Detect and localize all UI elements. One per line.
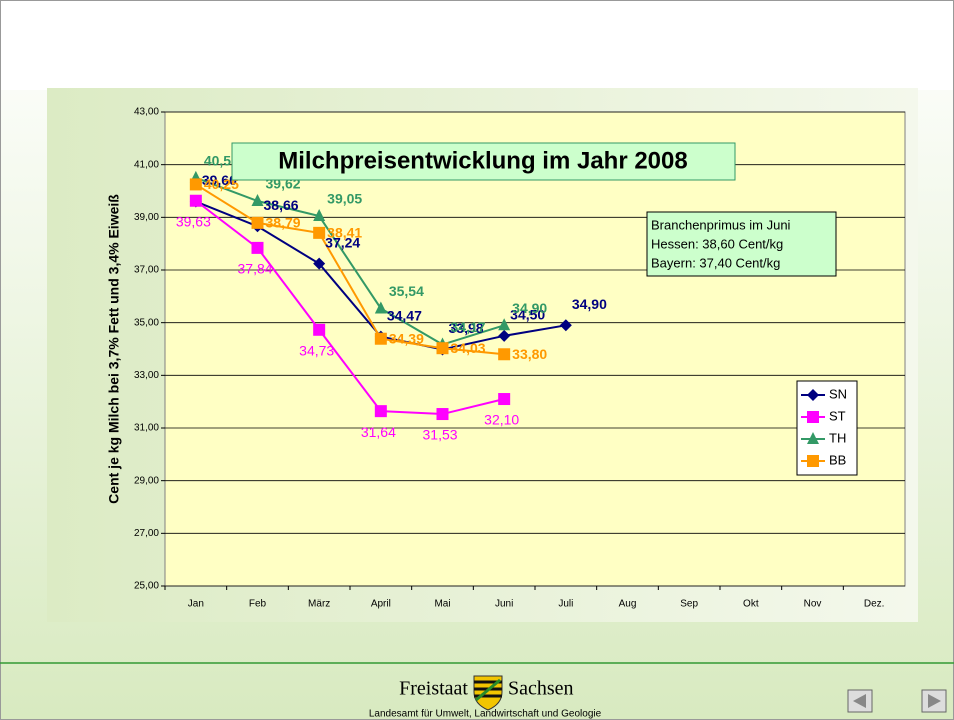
series-line xyxy=(195,176,505,346)
data-point xyxy=(251,216,264,229)
data-point xyxy=(374,301,387,314)
legend-marker xyxy=(807,389,819,401)
data-point xyxy=(313,209,326,222)
data-label: 34,73 xyxy=(299,342,334,358)
data-label: 37,84 xyxy=(238,261,273,277)
data-label: 34,03 xyxy=(451,340,486,356)
data-point xyxy=(436,342,449,355)
x-tick-label: Okt xyxy=(743,599,759,610)
y-tick-label: 41,00 xyxy=(134,159,159,170)
x-tick-label: April xyxy=(371,599,391,610)
y-tick-label: 37,00 xyxy=(134,265,159,276)
legend-label: BB xyxy=(829,452,846,467)
y-tick-label: 33,00 xyxy=(134,370,159,381)
footer-text: Sachsen xyxy=(508,678,574,700)
x-tick-label: Mai xyxy=(434,599,450,610)
legend-marker xyxy=(807,411,819,423)
data-label: 31,64 xyxy=(361,424,396,440)
data-point xyxy=(374,405,387,418)
legend-marker xyxy=(807,455,819,467)
data-label: 33,98 xyxy=(449,320,484,336)
data-point xyxy=(498,393,511,406)
data-point xyxy=(498,348,511,361)
slide-top xyxy=(0,0,954,90)
data-label: 34,90 xyxy=(572,296,607,312)
x-tick-label: März xyxy=(308,599,330,610)
x-tick-label: Juni xyxy=(495,599,513,610)
annotation-box xyxy=(646,211,837,277)
series-line xyxy=(195,199,505,416)
y-tick-label: 27,00 xyxy=(134,528,159,539)
data-label: 39,63 xyxy=(176,213,211,229)
x-tick-label: Juli xyxy=(558,599,573,610)
prev-button[interactable] xyxy=(847,689,873,713)
data-point xyxy=(251,194,264,207)
data-point xyxy=(313,323,326,336)
data-label: 33,80 xyxy=(512,346,547,362)
data-label: 39,60 xyxy=(202,172,237,188)
x-tick-label: Feb xyxy=(249,599,267,610)
chart-title: Milchpreisentwicklung im Jahr 2008 xyxy=(278,147,687,174)
data-point xyxy=(189,194,202,207)
data-label: 34,90 xyxy=(512,300,547,316)
title-box xyxy=(231,142,736,181)
y-tick-label: 25,00 xyxy=(134,581,159,592)
data-label: 32,10 xyxy=(484,412,519,428)
annotation: Bayern: 37,40 Cent/kg xyxy=(651,255,780,270)
legend-label: SN xyxy=(829,386,847,401)
x-tick-label: Aug xyxy=(619,599,637,610)
crest xyxy=(473,675,503,711)
data-label: 38,79 xyxy=(266,215,301,231)
data-label: 40,50 xyxy=(204,153,239,169)
next-button[interactable] xyxy=(921,689,947,713)
annotation: Hessen: 38,60 Cent/kg xyxy=(651,236,783,251)
legend-marker xyxy=(807,432,819,444)
y-tick-label: 39,00 xyxy=(134,212,159,223)
footer-subtext: Landesamt für Umwelt, Landwirtschaft und… xyxy=(369,709,602,720)
annotation: Branchenprimus im Juni xyxy=(651,217,791,232)
series-line xyxy=(195,183,505,356)
data-label: 34,50 xyxy=(510,307,545,323)
data-label: 34,39 xyxy=(389,330,424,346)
data-label: 31,53 xyxy=(423,427,458,443)
x-tick-label: Nov xyxy=(804,599,822,610)
data-point xyxy=(189,178,202,191)
data-point xyxy=(498,329,511,342)
data-label: 37,24 xyxy=(325,234,360,250)
y-tick-label: 43,00 xyxy=(134,107,159,118)
y-tick-label: 35,00 xyxy=(134,317,159,328)
data-point xyxy=(559,319,572,332)
data-point xyxy=(498,318,511,331)
legend-label: ST xyxy=(829,408,846,423)
y-tick-label: 31,00 xyxy=(134,423,159,434)
data-point xyxy=(374,332,387,345)
footer-text: Freistaat xyxy=(399,678,468,700)
data-label: 38,41 xyxy=(327,225,362,241)
data-label: 34,17 xyxy=(451,319,486,335)
data-label: 34,47 xyxy=(387,307,422,323)
data-label: 39,05 xyxy=(327,191,362,207)
data-label: 38,66 xyxy=(264,197,299,213)
y-tick-label: 29,00 xyxy=(134,475,159,486)
x-tick-label: Sep xyxy=(680,599,698,610)
data-point xyxy=(313,226,326,239)
x-tick-label: Dez. xyxy=(864,599,885,610)
data-label: 40,25 xyxy=(204,176,239,192)
y-axis-label: Cent je kg Milch bei 3,7% Fett und 3,4% … xyxy=(106,194,122,504)
x-tick-label: Jan xyxy=(188,599,204,610)
data-point xyxy=(251,241,264,254)
data-point xyxy=(313,257,326,270)
data-label: 35,54 xyxy=(389,283,424,299)
legend-label: TH xyxy=(829,430,846,445)
data-point xyxy=(436,408,449,421)
